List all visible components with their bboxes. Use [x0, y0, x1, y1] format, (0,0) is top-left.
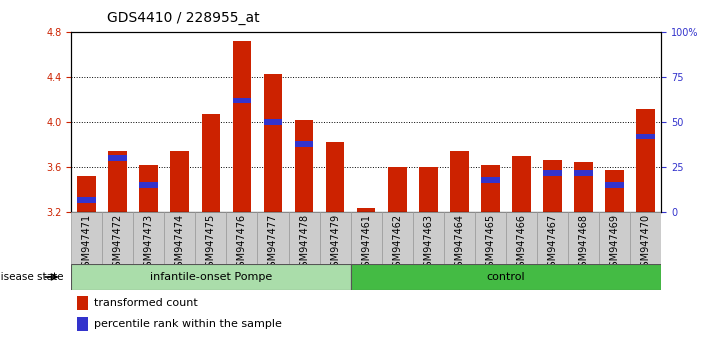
- Bar: [419, 167, 437, 212]
- Text: infantile-onset Pompe: infantile-onset Pompe: [150, 272, 272, 282]
- Bar: [139, 183, 158, 188]
- Text: GSM947467: GSM947467: [547, 214, 557, 273]
- Text: transformed count: transformed count: [94, 298, 197, 308]
- Text: GSM947465: GSM947465: [486, 214, 496, 273]
- Text: GSM947466: GSM947466: [516, 214, 526, 273]
- Bar: [171, 152, 189, 212]
- Bar: [351, 212, 382, 264]
- Bar: [636, 109, 655, 212]
- Text: disease state: disease state: [0, 272, 64, 282]
- Bar: [574, 170, 593, 176]
- Bar: [77, 296, 87, 310]
- Bar: [605, 170, 624, 212]
- Bar: [475, 212, 506, 264]
- Bar: [232, 41, 251, 212]
- Bar: [413, 212, 444, 264]
- Bar: [605, 183, 624, 188]
- Bar: [295, 141, 314, 147]
- Text: GSM947461: GSM947461: [361, 214, 371, 273]
- Text: GSM947468: GSM947468: [579, 214, 589, 273]
- Bar: [388, 167, 407, 212]
- Bar: [164, 212, 196, 264]
- Bar: [326, 142, 344, 212]
- Bar: [77, 197, 96, 202]
- Bar: [133, 212, 164, 264]
- Bar: [568, 212, 599, 264]
- Text: GSM947479: GSM947479: [330, 214, 340, 273]
- Bar: [201, 114, 220, 212]
- Text: GSM947474: GSM947474: [175, 214, 185, 273]
- Bar: [71, 212, 102, 264]
- Bar: [543, 160, 562, 212]
- Bar: [71, 264, 351, 290]
- Text: GSM947464: GSM947464: [454, 214, 464, 273]
- Bar: [506, 212, 537, 264]
- Text: GSM947462: GSM947462: [392, 214, 402, 273]
- Text: GSM947463: GSM947463: [423, 214, 433, 273]
- Text: GSM947470: GSM947470: [641, 214, 651, 273]
- Bar: [319, 212, 351, 264]
- Bar: [382, 212, 413, 264]
- Bar: [108, 152, 127, 212]
- Bar: [264, 119, 282, 125]
- Bar: [264, 74, 282, 212]
- Bar: [289, 212, 319, 264]
- Bar: [481, 165, 500, 212]
- Bar: [481, 177, 500, 183]
- Bar: [537, 212, 568, 264]
- Bar: [636, 134, 655, 139]
- Bar: [77, 176, 96, 212]
- Bar: [139, 165, 158, 212]
- Text: percentile rank within the sample: percentile rank within the sample: [94, 319, 282, 329]
- Bar: [295, 120, 314, 212]
- Bar: [108, 155, 127, 161]
- Text: GSM947477: GSM947477: [268, 214, 278, 273]
- Bar: [357, 208, 375, 212]
- Text: GSM947472: GSM947472: [112, 214, 123, 273]
- Bar: [543, 170, 562, 176]
- Text: GDS4410 / 228955_at: GDS4410 / 228955_at: [107, 11, 260, 25]
- Text: GSM947476: GSM947476: [237, 214, 247, 273]
- Bar: [599, 212, 630, 264]
- Bar: [630, 212, 661, 264]
- Bar: [351, 264, 661, 290]
- Bar: [257, 212, 289, 264]
- Bar: [574, 162, 593, 212]
- Bar: [77, 317, 87, 331]
- Text: GSM947473: GSM947473: [144, 214, 154, 273]
- Bar: [444, 212, 475, 264]
- Bar: [226, 212, 257, 264]
- Text: GSM947475: GSM947475: [206, 214, 216, 273]
- Text: GSM947471: GSM947471: [82, 214, 92, 273]
- Text: control: control: [486, 272, 525, 282]
- Bar: [196, 212, 226, 264]
- Text: GSM947478: GSM947478: [299, 214, 309, 273]
- Bar: [232, 98, 251, 103]
- Bar: [450, 152, 469, 212]
- Bar: [102, 212, 133, 264]
- Text: GSM947469: GSM947469: [609, 214, 620, 273]
- Bar: [512, 156, 531, 212]
